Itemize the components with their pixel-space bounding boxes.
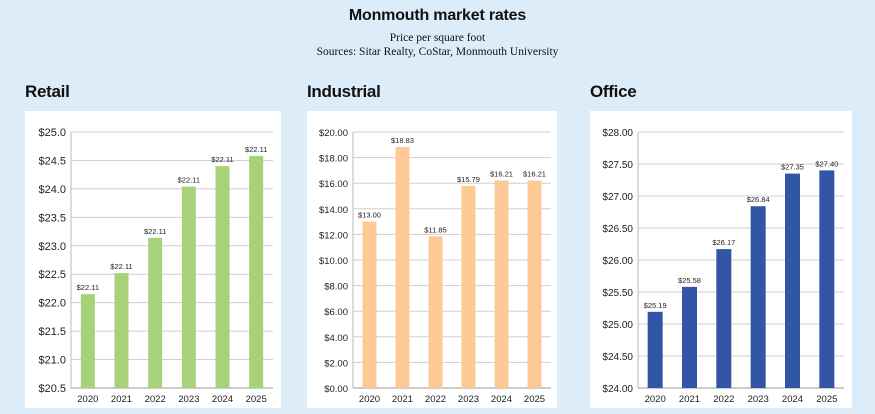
office-x-tick-label: 2022 (713, 394, 734, 405)
industrial-y-tick-label: $16.00 (319, 179, 348, 190)
office-chart: $24.00 $24.50 $25.00 $25.50 $26.00 $26.50 $27.… (602, 128, 844, 405)
office-y-tick-label: $24.50 (602, 352, 633, 363)
industrial-data-label: $15.79 (457, 175, 480, 184)
office-bar-2023 (750, 206, 766, 388)
industrial-bar-2020 (362, 221, 377, 388)
office-y-tick-label: $25.50 (602, 288, 633, 299)
industrial-y-tick-label: $8.00 (324, 282, 348, 293)
office-y-tick-label: $28.00 (602, 128, 633, 139)
industrial-y-tick-label: $4.00 (324, 333, 348, 344)
retail-x-tick-label: 2021 (111, 394, 132, 405)
retail-data-label: $22.11 (110, 262, 132, 271)
office-y-tick-label: $27.00 (602, 192, 633, 203)
retail-data-label: $22.11 (245, 145, 267, 154)
industrial-y-tick-label: $14.00 (319, 205, 348, 216)
office-y-tick-label: $27.50 (602, 160, 633, 171)
industrial-x-tick-label: 2020 (359, 394, 380, 405)
office-y-tick-label: $26.50 (602, 224, 633, 235)
industrial-bar-2024 (494, 180, 509, 388)
retail-y-tick-label: $22.5 (38, 269, 66, 281)
retail-y-tick-label: $21.5 (38, 326, 66, 338)
office-x-tick-label: 2025 (816, 394, 837, 405)
office-bar-2024 (785, 173, 800, 388)
retail-bar-2022 (148, 237, 163, 388)
office-data-label: $25.19 (644, 301, 667, 310)
office-bar-2020 (647, 311, 663, 388)
industrial-chart-panel: $0.00 $2.00 $4.00 $6.00 $8.00 $10.00 $12.00 $14… (307, 111, 557, 408)
office-x-tick-label: 2020 (645, 394, 666, 405)
office-data-label: $27.35 (781, 163, 804, 172)
industrial-bar-2025 (527, 180, 542, 388)
retail-bar-2020 (80, 294, 95, 388)
industrial-x-tick-label: 2024 (491, 394, 512, 405)
industrial-y-tick-label: $18.00 (319, 154, 348, 165)
page-title: Monmouth market rates (348, 7, 527, 24)
office-x-tick-label: 2023 (748, 394, 769, 405)
retail-y-tick-label: $25.0 (38, 127, 66, 139)
industrial-data-label: $16.21 (490, 170, 513, 179)
retail-y-tick-label: $22.0 (38, 298, 66, 310)
office-data-label: $26.17 (712, 238, 735, 247)
retail-data-label: $22.11 (211, 155, 233, 164)
retail-x-tick-label: 2022 (145, 394, 166, 405)
retail-x-tick-label: 2025 (246, 394, 267, 405)
industrial-x-tick-label: 2025 (524, 394, 545, 405)
retail-bar-2023 (181, 186, 196, 388)
office-data-label: $27.40 (815, 159, 838, 168)
industrial-data-label: $16.21 (523, 170, 546, 179)
retail-chart-title: Retail (25, 82, 70, 101)
industrial-y-tick-label: $12.00 (319, 230, 348, 241)
retail-data-label: $22.11 (77, 283, 99, 292)
office-chart-title: Office (590, 82, 637, 101)
office-chart-panel: $24.00 $24.50 $25.00 $25.50 $26.00 $26.50 $27.… (590, 111, 852, 408)
retail-x-tick-label: 2020 (77, 394, 98, 405)
industrial-data-label: $11.85 (424, 225, 446, 234)
industrial-x-tick-label: 2023 (458, 394, 479, 405)
office-data-label: $25.58 (678, 276, 701, 285)
retail-chart: $20.5 $21.0 $21.5 $22.0 $22.5 $23.0 $23.5 $24.0… (38, 127, 273, 405)
industrial-x-tick-label: 2022 (425, 394, 446, 405)
retail-y-tick-label: $23.5 (38, 212, 66, 224)
retail-y-tick-label: $24.0 (38, 184, 66, 196)
industrial-chart: $0.00 $2.00 $4.00 $6.00 $8.00 $10.00 $12.00 $14… (319, 128, 551, 405)
office-bar-2025 (819, 170, 835, 388)
retail-chart-panel: $20.5 $21.0 $21.5 $22.0 $22.5 $23.0 $23.5 $24.0… (25, 111, 281, 408)
office-bar-2022 (716, 249, 732, 388)
office-bar-2021 (682, 286, 697, 388)
office-y-tick-label: $24.00 (602, 384, 633, 395)
industrial-x-tick-label: 2021 (392, 394, 413, 405)
retail-bar-2024 (215, 166, 230, 388)
retail-data-label: $22.11 (144, 227, 166, 236)
industrial-data-label: $18.83 (391, 136, 414, 145)
industrial-y-tick-label: $0.00 (324, 384, 348, 395)
industrial-chart-title: Industrial (307, 82, 381, 101)
retail-x-tick-label: 2023 (178, 394, 199, 405)
page-subtitle: Price per square foot (389, 32, 486, 44)
office-x-tick-label: 2021 (679, 394, 700, 405)
retail-bar-2021 (114, 273, 129, 388)
industrial-data-label: $13.00 (358, 211, 381, 220)
office-y-tick-label: $26.00 (602, 256, 633, 267)
retail-y-tick-label: $23.0 (38, 241, 66, 253)
office-data-label: $26.84 (747, 195, 770, 204)
industrial-y-tick-label: $6.00 (324, 307, 348, 318)
office-y-tick-label: $25.00 (602, 320, 633, 331)
industrial-bar-2023 (461, 185, 476, 388)
retail-x-tick-label: 2024 (212, 394, 233, 405)
retail-bar-2025 (249, 155, 264, 388)
office-x-tick-label: 2024 (782, 394, 803, 405)
retail-data-label: $22.11 (178, 176, 200, 185)
industrial-bar-2021 (395, 146, 410, 388)
industrial-y-tick-label: $2.00 (324, 358, 348, 369)
sources-note: Sources: Sitar Realty, CoStar, Monmouth … (316, 46, 559, 58)
industrial-bar-2022 (428, 236, 443, 388)
retail-y-tick-label: $20.5 (38, 383, 66, 395)
retail-y-tick-label: $24.5 (38, 155, 66, 167)
industrial-y-tick-label: $20.00 (319, 128, 348, 139)
retail-y-tick-label: $21.0 (38, 355, 66, 367)
industrial-y-tick-label: $10.00 (319, 256, 348, 267)
